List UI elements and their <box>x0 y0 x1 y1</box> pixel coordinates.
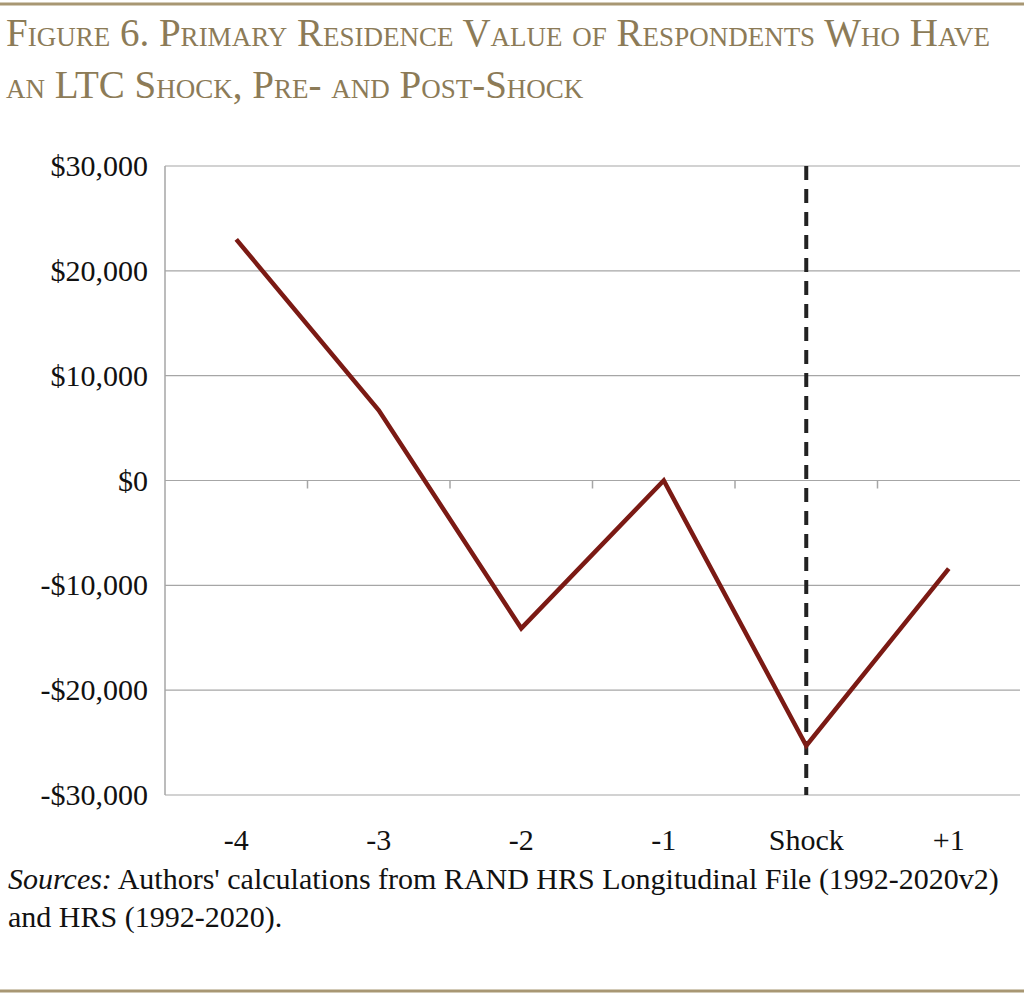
note-lead: Sources: <box>8 862 112 895</box>
grid-line <box>165 585 1020 586</box>
x-tick-label: +1 <box>933 823 965 856</box>
x-tick <box>449 481 451 489</box>
y-tick-label: $30,000 <box>51 149 149 182</box>
x-tick-label: -1 <box>651 823 676 856</box>
y-tick-label: -$20,000 <box>41 673 149 706</box>
x-tick-label: -2 <box>509 823 534 856</box>
grid-line <box>165 690 1020 691</box>
chart: Figure 6. Primary Residence Value of Res… <box>0 0 1024 996</box>
x-tick <box>592 481 594 489</box>
bottom-rule <box>0 990 1024 993</box>
x-tick-label: -3 <box>366 823 391 856</box>
x-tick-label: Shock <box>769 823 844 856</box>
x-tick <box>307 481 309 489</box>
y-tick-label: $0 <box>118 464 148 497</box>
top-rule <box>0 3 1024 6</box>
source-note: Sources: Authors' calculations from RAND… <box>8 860 1013 936</box>
x-tick-label: -4 <box>224 823 249 856</box>
y-tick-label: -$30,000 <box>41 778 149 811</box>
shock-line <box>804 166 808 795</box>
y-tick-label: $20,000 <box>51 254 149 287</box>
x-tick <box>734 481 736 489</box>
y-axis <box>164 166 166 795</box>
y-tick-label: $10,000 <box>51 359 149 392</box>
data-line <box>236 239 949 745</box>
y-tick-label: -$10,000 <box>41 568 149 601</box>
title-line: Figure 6. Primary Residence Value of Res… <box>6 11 990 54</box>
plot-area <box>236 166 949 795</box>
x-tick <box>877 481 879 489</box>
title-line: an LTC Shock, Pre- and Post-Shock <box>6 63 584 106</box>
grid-line <box>165 375 1020 376</box>
title: Figure 6. Primary Residence Value of Res… <box>6 11 990 106</box>
grid-line <box>165 794 1020 795</box>
grid-line <box>165 270 1020 271</box>
grid-line <box>165 165 1020 166</box>
